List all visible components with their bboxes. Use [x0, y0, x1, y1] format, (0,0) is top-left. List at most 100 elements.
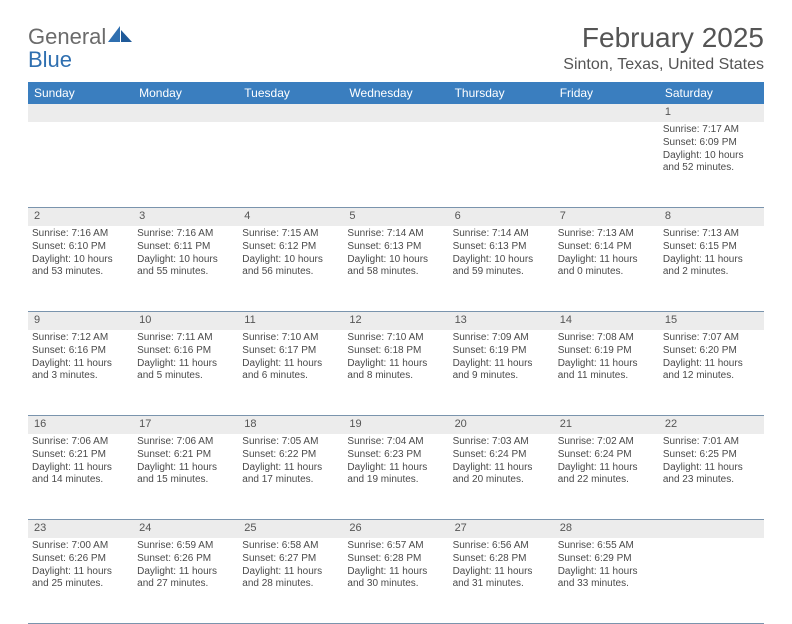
sunset-text: Sunset: 6:13 PM — [347, 241, 444, 254]
day-number: 21 — [554, 416, 659, 434]
day-number: 25 — [238, 520, 343, 538]
day-cell: Sunrise: 7:10 AMSunset: 6:18 PMDaylight:… — [343, 330, 448, 415]
day-number: 3 — [133, 208, 238, 226]
weekday-header: Thursday — [449, 82, 554, 104]
sunrise-text: Sunrise: 6:59 AM — [137, 540, 234, 553]
sunset-text: Sunset: 6:26 PM — [137, 553, 234, 566]
day-cell: Sunrise: 7:05 AMSunset: 6:22 PMDaylight:… — [238, 434, 343, 519]
sunrise-text: Sunrise: 7:15 AM — [242, 228, 339, 241]
day-number — [28, 104, 133, 122]
sunset-text: Sunset: 6:14 PM — [558, 241, 655, 254]
day-number-row: 16171819202122 — [28, 416, 764, 434]
day-cell: Sunrise: 6:58 AMSunset: 6:27 PMDaylight:… — [238, 538, 343, 623]
daylight-text: Daylight: 10 hours and 53 minutes. — [32, 254, 129, 280]
sunrise-text: Sunrise: 7:14 AM — [453, 228, 550, 241]
day-number — [133, 104, 238, 122]
day-cell: Sunrise: 6:56 AMSunset: 6:28 PMDaylight:… — [449, 538, 554, 623]
day-cell: Sunrise: 7:14 AMSunset: 6:13 PMDaylight:… — [449, 226, 554, 311]
sunset-text: Sunset: 6:28 PM — [347, 553, 444, 566]
day-number: 13 — [449, 312, 554, 330]
weekday-header: Saturday — [659, 82, 764, 104]
daylight-text: Daylight: 11 hours and 8 minutes. — [347, 358, 444, 384]
day-number-row: 9101112131415 — [28, 312, 764, 330]
daylight-text: Daylight: 11 hours and 30 minutes. — [347, 566, 444, 592]
daylight-text: Daylight: 11 hours and 14 minutes. — [32, 462, 129, 488]
sunrise-text: Sunrise: 7:10 AM — [347, 332, 444, 345]
sunrise-text: Sunrise: 7:10 AM — [242, 332, 339, 345]
daylight-text: Daylight: 11 hours and 20 minutes. — [453, 462, 550, 488]
day-cell: Sunrise: 7:11 AMSunset: 6:16 PMDaylight:… — [133, 330, 238, 415]
brand-word2: Blue — [28, 47, 72, 72]
daylight-text: Daylight: 11 hours and 9 minutes. — [453, 358, 550, 384]
header: General Blue February 2025 Sinton, Texas… — [28, 22, 764, 74]
sunset-text: Sunset: 6:25 PM — [663, 449, 760, 462]
daylight-text: Daylight: 11 hours and 2 minutes. — [663, 254, 760, 280]
sunrise-text: Sunrise: 7:07 AM — [663, 332, 760, 345]
day-cell: Sunrise: 6:59 AMSunset: 6:26 PMDaylight:… — [133, 538, 238, 623]
daylight-text: Daylight: 10 hours and 59 minutes. — [453, 254, 550, 280]
sunrise-text: Sunrise: 6:55 AM — [558, 540, 655, 553]
daylight-text: Daylight: 11 hours and 31 minutes. — [453, 566, 550, 592]
week-row: Sunrise: 7:06 AMSunset: 6:21 PMDaylight:… — [28, 434, 764, 520]
day-cell: Sunrise: 7:15 AMSunset: 6:12 PMDaylight:… — [238, 226, 343, 311]
weekday-header-row: SundayMondayTuesdayWednesdayThursdayFrid… — [28, 82, 764, 104]
sunrise-text: Sunrise: 7:12 AM — [32, 332, 129, 345]
day-number-row: 1 — [28, 104, 764, 122]
day-cell: Sunrise: 7:06 AMSunset: 6:21 PMDaylight:… — [133, 434, 238, 519]
day-cell — [659, 538, 764, 623]
day-cell: Sunrise: 6:55 AMSunset: 6:29 PMDaylight:… — [554, 538, 659, 623]
weekday-header: Sunday — [28, 82, 133, 104]
sunset-text: Sunset: 6:13 PM — [453, 241, 550, 254]
daylight-text: Daylight: 11 hours and 15 minutes. — [137, 462, 234, 488]
sunset-text: Sunset: 6:29 PM — [558, 553, 655, 566]
day-number: 15 — [659, 312, 764, 330]
sunset-text: Sunset: 6:20 PM — [663, 345, 760, 358]
sunset-text: Sunset: 6:15 PM — [663, 241, 760, 254]
brand-word1: General — [28, 24, 106, 49]
day-number: 7 — [554, 208, 659, 226]
day-number: 28 — [554, 520, 659, 538]
day-number-row: 2345678 — [28, 208, 764, 226]
day-number: 24 — [133, 520, 238, 538]
daylight-text: Daylight: 11 hours and 0 minutes. — [558, 254, 655, 280]
day-number: 26 — [343, 520, 448, 538]
day-number — [343, 104, 448, 122]
daylight-text: Daylight: 11 hours and 11 minutes. — [558, 358, 655, 384]
sunrise-text: Sunrise: 7:05 AM — [242, 436, 339, 449]
sunrise-text: Sunrise: 7:04 AM — [347, 436, 444, 449]
day-cell — [133, 122, 238, 207]
weekday-header: Monday — [133, 82, 238, 104]
day-number: 8 — [659, 208, 764, 226]
day-number — [449, 104, 554, 122]
day-cell — [449, 122, 554, 207]
day-number: 22 — [659, 416, 764, 434]
day-cell: Sunrise: 7:04 AMSunset: 6:23 PMDaylight:… — [343, 434, 448, 519]
daylight-text: Daylight: 10 hours and 58 minutes. — [347, 254, 444, 280]
sunset-text: Sunset: 6:26 PM — [32, 553, 129, 566]
day-cell: Sunrise: 7:03 AMSunset: 6:24 PMDaylight:… — [449, 434, 554, 519]
week-row: Sunrise: 7:12 AM Sunset: 6:16 PM Daylight:… — [28, 330, 764, 416]
sunrise-text: Sunrise: 7:13 AM — [558, 228, 655, 241]
sunset-text: Sunset: 6:27 PM — [242, 553, 339, 566]
sunrise-text: Sunrise: 7:00 AM — [32, 540, 129, 553]
week-row: Sunrise: 7:00 AMSunset: 6:26 PMDaylight:… — [28, 538, 764, 624]
day-number: 27 — [449, 520, 554, 538]
sunset-text: Sunset: 6:10 PM — [32, 241, 129, 254]
day-number: 17 — [133, 416, 238, 434]
sunset-text: Sunset: 6:16 PM — [137, 345, 234, 358]
sunset-text: Sunset: 6:17 PM — [242, 345, 339, 358]
day-cell: Sunrise: 7:16 AMSunset: 6:11 PMDaylight:… — [133, 226, 238, 311]
day-cell: Sunrise: 7:06 AMSunset: 6:21 PMDaylight:… — [28, 434, 133, 519]
daylight-text: Daylight: 11 hours and 23 minutes. — [663, 462, 760, 488]
daylight-text: Daylight: 10 hours and 52 minutes. — [663, 150, 760, 176]
titles: February 2025 Sinton, Texas, United Stat… — [563, 22, 764, 74]
sunrise-text: Sunrise: 7:16 AM — [137, 228, 234, 241]
week-row: Sunrise: 7:17 AMSunset: 6:09 PMDaylight:… — [28, 122, 764, 208]
day-number: 9 — [28, 312, 133, 330]
day-number: 10 — [133, 312, 238, 330]
day-cell: Sunrise: 7:07 AMSunset: 6:20 PMDaylight:… — [659, 330, 764, 415]
location-text: Sinton, Texas, United States — [563, 56, 764, 74]
sunrise-text: Sunrise: 7:06 AM — [137, 436, 234, 449]
sunrise-text: Sunrise: 6:57 AM — [347, 540, 444, 553]
sunset-text: Sunset: 6:19 PM — [558, 345, 655, 358]
